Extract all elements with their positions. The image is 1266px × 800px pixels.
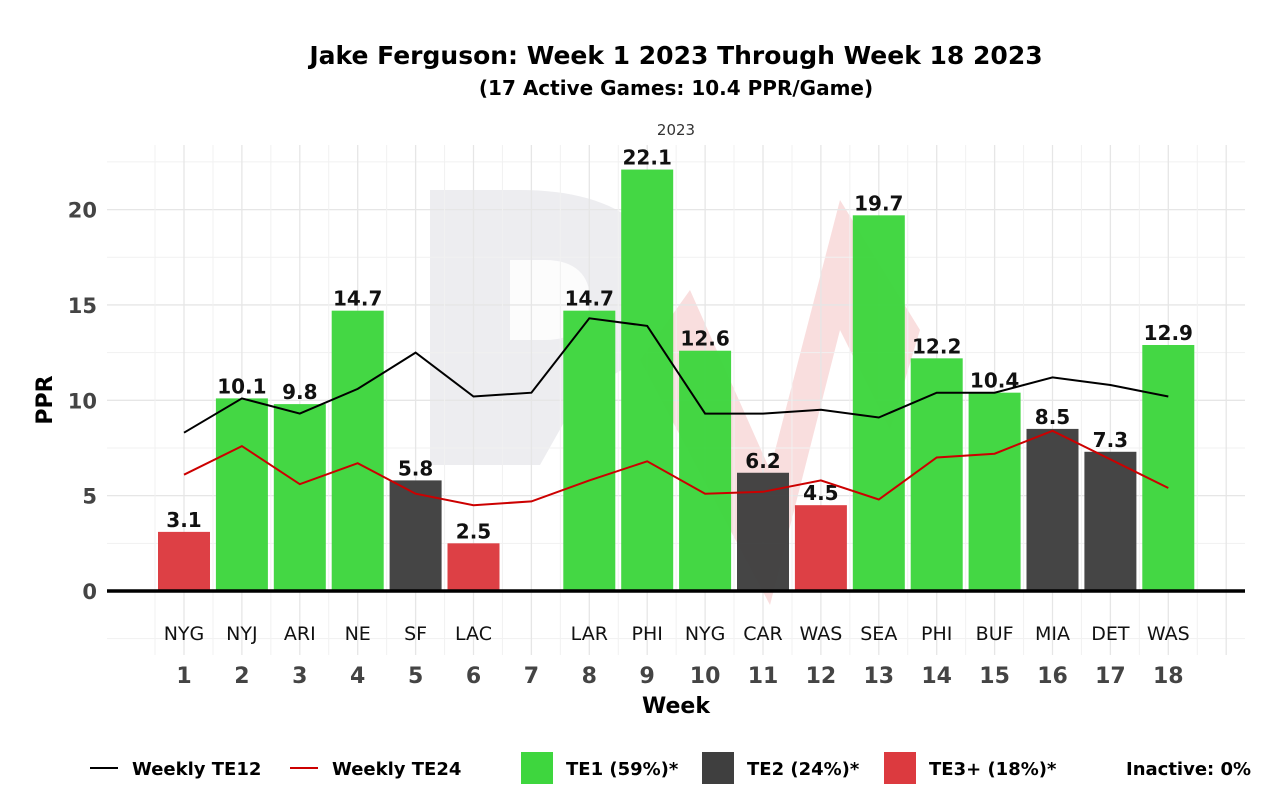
opponent-label: SEA bbox=[860, 623, 897, 645]
bar bbox=[215, 398, 268, 591]
x-tick-label: 8 bbox=[582, 664, 597, 689]
bar-value-label: 2.5 bbox=[456, 519, 491, 543]
x-axis-ticks: 1 2 3 4 5 6 7 8 9 10 11 12 13 14 15 16 17 18 bbox=[176, 664, 1183, 689]
legend-label: Weekly TE24 bbox=[332, 759, 461, 780]
legend-label: TE2 (24%)* bbox=[747, 759, 860, 780]
x-tick-label: 11 bbox=[748, 664, 779, 689]
x-tick-label: 4 bbox=[350, 664, 365, 689]
x-tick-label: 9 bbox=[640, 664, 655, 689]
bar bbox=[563, 310, 616, 591]
y-tick-label: 0 bbox=[82, 580, 97, 604]
opponent-label: LAR bbox=[571, 623, 608, 645]
bar-value-label: 14.7 bbox=[565, 287, 614, 311]
x-tick-label: 14 bbox=[921, 664, 952, 689]
bar bbox=[158, 531, 210, 591]
bar-value-label: 3.1 bbox=[166, 508, 201, 532]
y-axis-label: PPR bbox=[33, 375, 58, 424]
opponent-label: NYG bbox=[685, 623, 726, 645]
bar-value-label: 14.7 bbox=[333, 287, 382, 311]
bar-value-label: 12.9 bbox=[1144, 321, 1193, 345]
bar-value-label: 12.6 bbox=[680, 327, 729, 351]
opponent-label: BUF bbox=[976, 623, 1014, 645]
y-tick-label: 5 bbox=[82, 485, 97, 509]
opponent-label: ARI bbox=[284, 623, 316, 645]
opponent-label: WAS bbox=[1147, 623, 1190, 645]
series-lines bbox=[183, 317, 1169, 507]
opponent-label: PHI bbox=[921, 623, 952, 645]
bar-value-label: 6.2 bbox=[745, 449, 780, 473]
y-axis-ticks: 0 5 10 15 20 bbox=[68, 199, 97, 604]
bar bbox=[1026, 428, 1079, 591]
facet-label: 2023 bbox=[657, 121, 695, 139]
x-tick-label: 6 bbox=[466, 664, 481, 689]
legend-box-swatch bbox=[702, 752, 734, 784]
bar bbox=[1142, 344, 1195, 591]
x-tick-label: 15 bbox=[979, 664, 1010, 689]
chart-title: Jake Ferguson: Week 1 2023 Through Week … bbox=[307, 41, 1042, 70]
bar-value-label: 22.1 bbox=[623, 146, 672, 170]
bars bbox=[158, 169, 1195, 592]
x-tick-label: 12 bbox=[806, 664, 837, 689]
bar-value-label: 5.8 bbox=[398, 456, 433, 480]
opponent-label: NYJ bbox=[226, 623, 257, 645]
legend-label: Inactive: 0% bbox=[1126, 759, 1251, 780]
x-tick-label: 7 bbox=[524, 664, 539, 689]
series-line bbox=[183, 429, 1169, 507]
bar-value-label: 7.3 bbox=[1093, 428, 1128, 452]
x-tick-label: 5 bbox=[408, 664, 423, 689]
legend-label: TE3+ (18%)* bbox=[929, 759, 1057, 780]
bar-value-label: 12.2 bbox=[912, 334, 961, 358]
x-tick-label: 13 bbox=[863, 664, 894, 689]
bar-value-label: 9.8 bbox=[282, 380, 317, 404]
y-tick-label: 20 bbox=[68, 199, 97, 223]
legend: Weekly TE12 Weekly TE24 TE1 (59%)* TE2 (24%… bbox=[90, 752, 1251, 784]
bar bbox=[794, 505, 847, 591]
legend-box-swatch bbox=[521, 752, 553, 784]
x-tick-label: 16 bbox=[1037, 664, 1068, 689]
bar bbox=[968, 392, 1021, 591]
value-labels: 3.110.1 9.814.75.82.514.722.112.66.24.519… bbox=[166, 146, 1193, 544]
bar bbox=[1084, 451, 1137, 591]
bar bbox=[273, 404, 326, 591]
x-tick-label: 10 bbox=[690, 664, 721, 689]
series-line bbox=[183, 317, 1169, 434]
opponent-label: SF bbox=[404, 623, 427, 645]
bar bbox=[389, 480, 442, 591]
bar-value-label: 10.1 bbox=[217, 374, 266, 398]
opponent-label: MIA bbox=[1035, 623, 1070, 645]
bar bbox=[910, 358, 963, 591]
bar bbox=[852, 215, 905, 592]
chart-subtitle: (17 Active Games: 10.4 PPR/Game) bbox=[479, 76, 873, 100]
opponent-label: CAR bbox=[743, 623, 782, 645]
opponent-label: PHI bbox=[632, 623, 663, 645]
x-tick-label: 17 bbox=[1095, 664, 1126, 689]
opponent-labels: NYG NYJ ARI NE SF LAC LAR PHI NYG CAR WAS SEA PHI BUF… bbox=[164, 623, 1190, 645]
legend-label: TE1 (59%)* bbox=[566, 759, 679, 780]
legend-label: Weekly TE12 bbox=[132, 759, 261, 780]
x-axis-label: Week bbox=[642, 694, 711, 719]
opponent-label: LAC bbox=[455, 623, 492, 645]
y-tick-label: 15 bbox=[68, 294, 97, 318]
x-tick-label: 2 bbox=[234, 664, 249, 689]
bar bbox=[447, 543, 500, 591]
bar bbox=[737, 472, 789, 591]
bar-value-label: 8.5 bbox=[1035, 405, 1070, 429]
bar bbox=[621, 169, 674, 592]
x-tick-label: 18 bbox=[1153, 664, 1184, 689]
x-tick-label: 3 bbox=[292, 664, 307, 689]
bar-value-label: 19.7 bbox=[854, 191, 903, 215]
opponent-label: DET bbox=[1091, 623, 1130, 645]
opponent-label: NYG bbox=[164, 623, 205, 645]
bar bbox=[679, 350, 732, 591]
bar bbox=[331, 310, 384, 591]
y-tick-label: 10 bbox=[68, 389, 97, 413]
legend-box-swatch bbox=[884, 752, 916, 784]
opponent-label: WAS bbox=[799, 623, 842, 645]
x-tick-label: 1 bbox=[176, 664, 191, 689]
opponent-label: NE bbox=[345, 623, 371, 645]
